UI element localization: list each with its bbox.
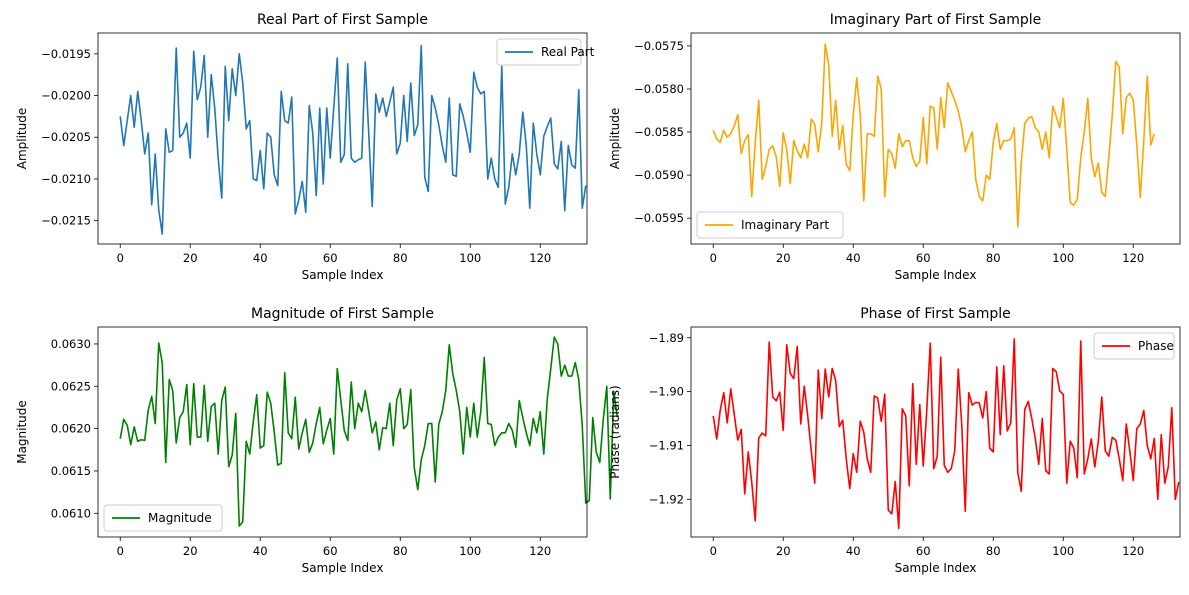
y-axis-label: Magnitude: [15, 400, 29, 464]
plot-frame: [690, 326, 1181, 538]
legend: Magnitude: [103, 504, 223, 532]
series-line: [712, 43, 1156, 228]
legend-label: Phase: [1138, 339, 1174, 353]
legend: Real Part: [496, 38, 595, 66]
y-axis-label: Amplitude: [15, 108, 29, 170]
x-tick-label: 100: [1052, 251, 1074, 265]
y-tick-label: 0.0630: [51, 337, 91, 351]
x-tick-label: 0: [117, 251, 124, 265]
y-tick-label: 0.0610: [51, 506, 91, 520]
y-tick-label: −0.0585: [634, 125, 684, 139]
x-axis-label: Sample Index: [895, 561, 977, 575]
x-tick-label: 40: [846, 251, 861, 265]
y-tick-label: 0.0620: [51, 422, 91, 436]
y-tick-label: −0.0200: [41, 89, 91, 103]
y-tick-label: −0.0215: [41, 214, 91, 228]
x-tick-label: 20: [776, 544, 791, 558]
y-axis-label: Amplitude: [608, 108, 622, 170]
chart-title: Magnitude of First Sample: [251, 306, 434, 322]
y-tick-label: 0.0615: [51, 464, 91, 478]
x-tick-label: 20: [776, 251, 791, 265]
legend-label: Real Part: [541, 45, 595, 59]
series-line: [119, 44, 587, 235]
y-tick-label: −0.0595: [634, 211, 684, 225]
legend-box: [1093, 332, 1175, 360]
x-tick-label: 60: [916, 251, 931, 265]
x-tick-label: 120: [1122, 544, 1144, 558]
x-tick-label: 120: [1122, 251, 1144, 265]
chart-panel-4: Phase of First Sample 0 20 40 60 80 100 120 −1.9…: [608, 306, 1181, 575]
chart-panel-2: Imaginary Part of First Sample 0 20 40 60 80 1…: [608, 12, 1181, 282]
y-tick-label: −0.0210: [41, 172, 91, 186]
x-axis-label: Sample Index: [895, 268, 977, 282]
legend-label: Magnitude: [148, 511, 212, 525]
x-tick-label: 80: [986, 251, 1001, 265]
chart-panel-3: Magnitude of First Sample 0 20 40 60 80 100 120…: [15, 306, 619, 575]
series-line: [119, 336, 619, 527]
chart-panel-1: Real Part of First Sample 0 20 40 60 80 100 120…: [15, 12, 595, 282]
x-tick-label: 80: [393, 544, 408, 558]
x-tick-label: 100: [459, 544, 481, 558]
x-tick-label: 0: [117, 544, 124, 558]
x-tick-label: 60: [323, 251, 338, 265]
x-tick-label: 40: [846, 544, 861, 558]
x-tick-label: 60: [916, 544, 931, 558]
x-tick-label: 40: [253, 544, 268, 558]
plot-frame: [97, 32, 588, 245]
y-tick-label: −0.0575: [634, 39, 684, 53]
x-tick-label: 100: [1052, 544, 1074, 558]
legend-box: [496, 38, 582, 66]
y-tick-label: −1.89: [649, 331, 684, 345]
x-axis-label: Sample Index: [302, 561, 384, 575]
legend-label: Imaginary Part: [741, 218, 829, 232]
y-tick-label: −0.0205: [41, 130, 91, 144]
y-tick-label: −0.0580: [634, 82, 684, 96]
legend: Imaginary Part: [696, 211, 844, 239]
y-tick-label: −1.91: [649, 438, 684, 452]
chart-title: Phase of First Sample: [860, 306, 1011, 322]
y-tick-label: 0.0625: [51, 379, 91, 393]
legend-box: [103, 504, 223, 532]
y-tick-label: −0.0590: [634, 168, 684, 182]
y-tick-label: −1.92: [649, 492, 684, 506]
chart-title: Real Part of First Sample: [257, 12, 428, 28]
plot-frame: [97, 326, 588, 538]
series-line: [712, 338, 1180, 530]
plot-frame: [690, 32, 1181, 245]
x-tick-label: 40: [253, 251, 268, 265]
x-tick-label: 120: [529, 544, 551, 558]
x-tick-label: 80: [986, 544, 1001, 558]
x-tick-label: 100: [459, 251, 481, 265]
x-tick-label: 0: [710, 251, 717, 265]
legend: Phase: [1093, 332, 1175, 360]
y-axis-label: Phase (radians): [608, 385, 622, 478]
x-tick-label: 120: [529, 251, 551, 265]
y-tick-label: −1.90: [649, 385, 684, 399]
x-tick-label: 20: [183, 251, 198, 265]
chart-title: Imaginary Part of First Sample: [830, 12, 1042, 28]
x-tick-label: 0: [710, 544, 717, 558]
y-tick-label: −0.0195: [41, 47, 91, 61]
x-tick-label: 60: [323, 544, 338, 558]
x-axis-label: Sample Index: [302, 268, 384, 282]
legend-box: [696, 211, 844, 239]
x-tick-label: 20: [183, 544, 198, 558]
x-tick-label: 80: [393, 251, 408, 265]
